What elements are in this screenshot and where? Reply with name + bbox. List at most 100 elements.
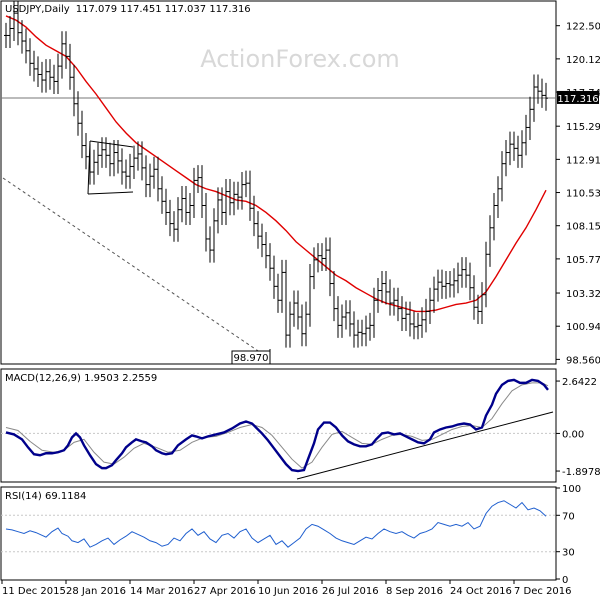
low-annotation-box (231, 350, 271, 365)
price-bar (408, 301, 412, 337)
macd-panel: 2.6422 0.00 -1.8978 MACD(12,26,9) 1.9503 2… (0, 368, 600, 483)
price-bar (280, 259, 284, 313)
price-bar (320, 243, 324, 272)
price-bar (264, 231, 268, 269)
price-bar (260, 223, 264, 258)
price-bar (184, 185, 188, 226)
price-tick-108-150: 108.150 (566, 222, 600, 233)
price-bar (380, 271, 384, 304)
price-bar (112, 139, 116, 177)
price-bar (432, 276, 436, 313)
price-bar (76, 91, 80, 136)
price-axis: 122.500120.120117.740115.290112.910110.5… (556, 22, 600, 366)
price-panel-frame (0, 0, 557, 365)
x-tick-26-jul-2016: 26 Jul 2016 (322, 586, 379, 597)
price-bar (436, 269, 440, 302)
price-tick-103-320: 103.320 (566, 289, 600, 300)
price-title-ohlc: 117.079 117.451 117.037 117.316 (76, 4, 251, 15)
price-bar (28, 38, 32, 76)
price-bar (460, 257, 464, 288)
watermark: ActionForex.com (200, 45, 400, 73)
price-bar (440, 269, 444, 299)
price-bar (208, 226, 212, 263)
x-tick-28-jan-2016: 28 Jan 2016 (66, 586, 126, 597)
price-bar (84, 133, 88, 170)
price-bar (328, 237, 332, 297)
price-bar (104, 137, 108, 168)
price-title-symbol: USDJPY,Daily (5, 4, 70, 15)
price-bar (68, 43, 72, 90)
price-title: USDJPY,Daily 117.079 117.451 117.037 117.… (5, 4, 251, 15)
price-bar (108, 142, 112, 177)
price-bar (16, 0, 20, 46)
price-bar (272, 255, 276, 299)
price-bar (40, 61, 44, 93)
price-tick-112-910: 112.910 (566, 155, 600, 166)
price-bar (316, 243, 320, 273)
price-bar (36, 56, 40, 88)
rsi-line (5, 500, 547, 548)
price-bar (244, 170, 248, 198)
price-bar (476, 294, 480, 324)
price-bar (376, 277, 380, 313)
x-tick-11-dec-2015: 11 Dec 2015 (2, 586, 66, 597)
macd-panel-frame (0, 368, 557, 483)
price-bars (4, 0, 548, 348)
price-bar (308, 264, 312, 327)
price-bar (524, 114, 528, 156)
price-bar (192, 167, 196, 219)
price-bar (520, 130, 524, 168)
macd-signal-line (5, 382, 549, 469)
price-bar (312, 247, 316, 290)
price-bar (464, 257, 468, 288)
price-tick-105-770: 105.770 (566, 255, 600, 266)
price-bar (540, 78, 544, 108)
price-bar (240, 172, 244, 210)
price-bar (396, 287, 400, 322)
price-bar (356, 319, 360, 348)
price-bar (528, 96, 532, 140)
x-tick-24-oct-2016: 24 Oct 2016 (450, 586, 512, 597)
price-bar (256, 211, 260, 249)
price-bar (388, 279, 392, 316)
price-bar (288, 301, 292, 348)
price-bar (128, 153, 132, 189)
price-bar (416, 312, 420, 340)
macd-title: MACD(12,26,9) 1.9503 2.2559 (5, 373, 157, 384)
rsi-tick-0: 0 (562, 575, 568, 586)
current-price-tag-label: 117.316 (557, 94, 598, 105)
price-panel: ActionForex.com 122.500120.120117.740115… (0, 0, 600, 366)
price-bar (276, 273, 280, 313)
price-bar (116, 139, 120, 174)
current-price-tag: 117.316 (557, 90, 599, 105)
price-bar (452, 268, 456, 298)
price-bar (428, 287, 432, 324)
price-tick-120-120: 120.120 (566, 55, 600, 66)
moving-average-line (5, 15, 547, 313)
price-bar (196, 165, 200, 193)
price-bar (484, 241, 488, 308)
price-bar (124, 159, 128, 189)
rsi-tick-30: 30 (562, 548, 575, 559)
price-bar (496, 176, 500, 219)
x-tick-7-dec-2016: 7 Dec 2016 (514, 586, 572, 597)
price-bar (340, 304, 344, 338)
price-bar (96, 142, 100, 175)
price-bar (216, 187, 220, 234)
price-bar (144, 155, 148, 198)
price-bar (500, 151, 504, 202)
price-bar (372, 287, 376, 338)
price-bar (284, 259, 288, 348)
price-bar (512, 131, 516, 161)
price-bar (448, 271, 452, 298)
price-bar (180, 185, 184, 223)
price-bar (60, 31, 64, 79)
price-bar (172, 211, 176, 242)
price-bar (488, 215, 492, 267)
price-bar (368, 312, 372, 341)
rsi-panel: 100 70 30 0 RSI(14) 69.1184 (0, 484, 581, 586)
price-bar (168, 199, 172, 237)
price-bar (336, 296, 340, 338)
price-bar (92, 149, 96, 185)
price-bar (360, 319, 364, 347)
